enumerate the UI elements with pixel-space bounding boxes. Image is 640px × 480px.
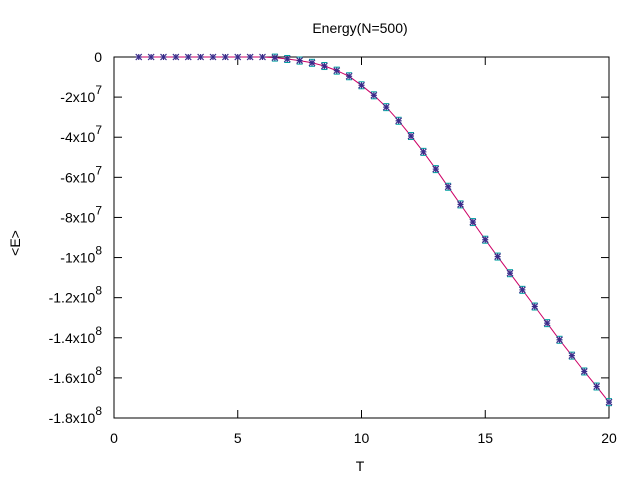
data-point (556, 336, 563, 344)
y-tick-label: -1.4x108 (49, 324, 103, 346)
data-point (308, 59, 316, 67)
x-tick-label: 0 (110, 430, 118, 446)
y-tick-label: 0 (94, 49, 102, 65)
y-axis: 0 -2x107 -4x107 -6x107 -8x107 -1x108 -1.2x108 -… (49, 49, 609, 426)
data-point (197, 53, 205, 61)
y-tick-label: -2x107 (60, 83, 102, 105)
x-tick-label: 5 (234, 430, 242, 446)
data-point (481, 236, 489, 244)
data-point (271, 54, 279, 62)
x-tick-label: 15 (477, 430, 493, 446)
data-point (580, 368, 588, 375)
data-point (172, 53, 180, 61)
x-tick-label: 10 (354, 430, 370, 446)
data-point (419, 148, 427, 156)
series-energy (135, 53, 613, 407)
x-axis: 0 5 10 15 20 (110, 57, 617, 446)
data-point (457, 200, 464, 208)
data-point (221, 53, 229, 61)
data-point (209, 53, 217, 61)
chart-title: Energy(N=500) (312, 20, 407, 36)
data-point (494, 253, 502, 260)
y-tick-label: -4x107 (60, 123, 102, 145)
data-point (543, 319, 551, 327)
data-point (259, 53, 266, 61)
data-point (147, 53, 155, 61)
y-tick-label: -1.6x108 (49, 364, 103, 386)
data-point (568, 352, 576, 360)
y-tick-label: -1.8x108 (49, 404, 103, 426)
data-point (593, 383, 601, 390)
data-point (184, 53, 192, 61)
y-tick-label: -8x107 (60, 203, 102, 225)
data-point (531, 303, 539, 310)
data-point (370, 91, 378, 99)
y-tick-label: -6x107 (60, 163, 102, 185)
y-tick-label: -1.2x108 (49, 284, 103, 306)
data-point (333, 67, 341, 75)
data-point (518, 286, 526, 294)
data-point (469, 218, 477, 226)
y-tick-label: -1x108 (60, 244, 102, 266)
data-point (320, 62, 328, 70)
x-tick-label: 20 (601, 430, 617, 446)
y-axis-title: <E> (7, 230, 23, 256)
data-point (345, 72, 353, 80)
data-point (296, 57, 304, 65)
data-point (234, 53, 242, 61)
data-point (382, 103, 390, 111)
plot-frame (113, 56, 610, 419)
data-point (395, 117, 403, 125)
data-point (506, 269, 514, 277)
data-point (135, 53, 143, 61)
x-axis-title: T (356, 458, 365, 474)
series-line (138, 56, 610, 403)
data-point (283, 55, 291, 63)
data-point (444, 183, 452, 191)
data-point (160, 53, 167, 61)
data-point (605, 398, 613, 406)
data-point (358, 81, 365, 89)
data-point (432, 165, 440, 173)
data-point (407, 132, 415, 140)
data-point (246, 53, 254, 61)
